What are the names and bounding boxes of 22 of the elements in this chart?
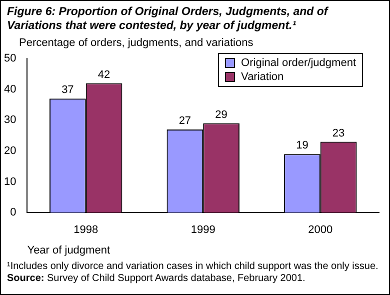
x-axis-title: Year of judgment [27, 244, 110, 256]
x-tick-label: 2000 [308, 224, 333, 236]
data-label: 29 [215, 108, 228, 121]
x-tick-label: 1998 [74, 224, 98, 236]
y-tick-label: 10 [4, 176, 16, 188]
source-note: Source: Survey of Child Support Awards database, February 2001. [7, 273, 306, 285]
y-tick-label: 20 [4, 145, 16, 158]
data-label: 23 [332, 127, 345, 140]
data-label: 42 [98, 68, 110, 81]
data-label: 19 [296, 140, 308, 152]
data-label: 37 [62, 84, 74, 96]
y-axis-title: Percentage of orders, judgments, and variations [19, 37, 254, 49]
y-tick-label: 40 [4, 83, 16, 96]
legend-label: Variation [241, 70, 284, 84]
y-tick-label: 50 [4, 52, 16, 65]
text: ¹Includes only divorce and variation cases in which child support was the only issue. [7, 261, 380, 273]
chart-title: Figure 6: Proportion of Original Orders, Judgments, and of Variations that were contested, by year of judgment.¹ [7, 5, 330, 33]
x-tick-label: 1999 [190, 224, 216, 236]
y-tick-label: 30 [4, 114, 16, 126]
y-tick-label: 0 [10, 206, 16, 219]
data-label: 27 [178, 114, 192, 127]
legend-label: Original order/judgment [241, 56, 356, 70]
